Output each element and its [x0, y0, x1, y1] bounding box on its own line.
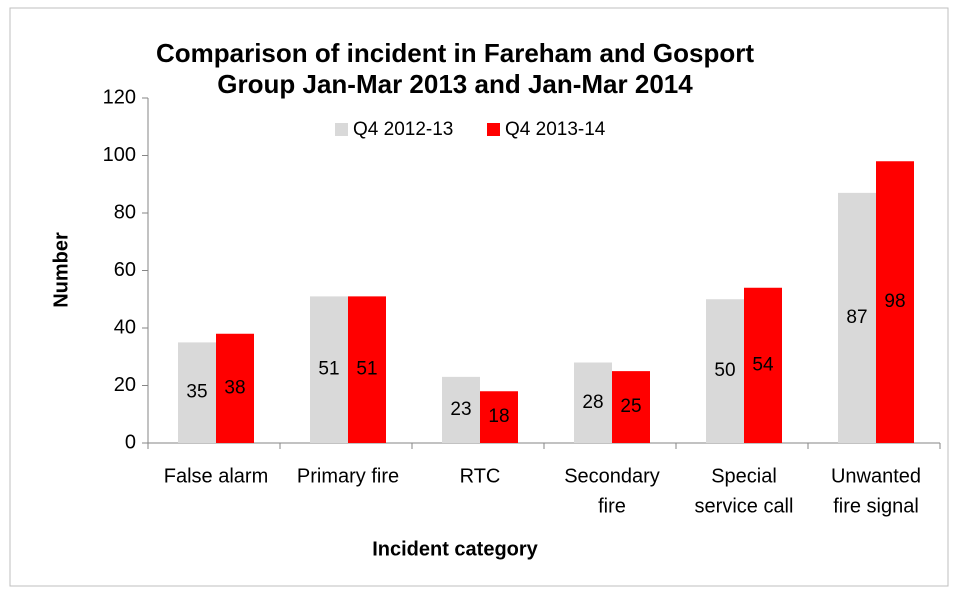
bar: [574, 362, 612, 443]
x-tick-label: False alarm: [164, 465, 268, 487]
x-axis-title: Incident category: [372, 538, 538, 560]
y-tick-label: 120: [103, 86, 136, 108]
data-label: 28: [582, 392, 603, 413]
x-tick-label: RTC: [460, 465, 501, 487]
chart-title: Group Jan-Mar 2013 and Jan-Mar 2014: [217, 69, 693, 99]
y-tick-label: 40: [114, 316, 136, 338]
data-label: 18: [488, 406, 509, 427]
data-label: 35: [186, 382, 207, 403]
data-label: 54: [752, 354, 774, 375]
bar: [612, 371, 650, 443]
bar: [480, 391, 518, 443]
bar: [216, 333, 254, 443]
x-tick-label: service call: [695, 495, 794, 517]
data-label: 51: [356, 359, 377, 380]
bar: [348, 296, 386, 443]
data-label: 87: [846, 307, 867, 328]
bar: [876, 161, 914, 443]
bar: [744, 287, 782, 443]
y-tick-label: 0: [125, 431, 136, 453]
bar: [442, 376, 480, 443]
legend-label: Q4 2012-13: [353, 119, 453, 140]
x-tick-label: Secondary: [564, 465, 660, 487]
data-label: 50: [714, 360, 735, 381]
chart-frame: [9, 7, 949, 587]
y-tick-label: 100: [103, 144, 136, 166]
data-label: 98: [884, 291, 905, 312]
x-tick-label: fire: [598, 495, 626, 517]
y-tick-label: 60: [114, 259, 136, 281]
data-label: 25: [620, 396, 641, 417]
legend-swatch: [335, 123, 348, 136]
y-tick-label: 80: [114, 201, 136, 223]
x-tick-label: Special: [711, 465, 777, 487]
legend-swatch: [487, 123, 500, 136]
x-tick-label: fire signal: [833, 495, 919, 517]
y-tick-label: 20: [114, 374, 136, 396]
chart-title: Comparison of incident in Fareham and Go…: [156, 38, 754, 68]
bar: [178, 342, 216, 443]
data-label: 23: [450, 399, 471, 420]
x-tick-label: Primary fire: [297, 465, 399, 487]
bar: [706, 299, 744, 443]
bar: [838, 192, 876, 443]
legend-label: Q4 2013-14: [505, 119, 606, 140]
y-axis-title: Number: [50, 232, 72, 308]
data-label: 38: [224, 377, 245, 398]
data-label: 51: [318, 359, 339, 380]
x-tick-label: Unwanted: [831, 465, 921, 487]
bar: [310, 296, 348, 443]
